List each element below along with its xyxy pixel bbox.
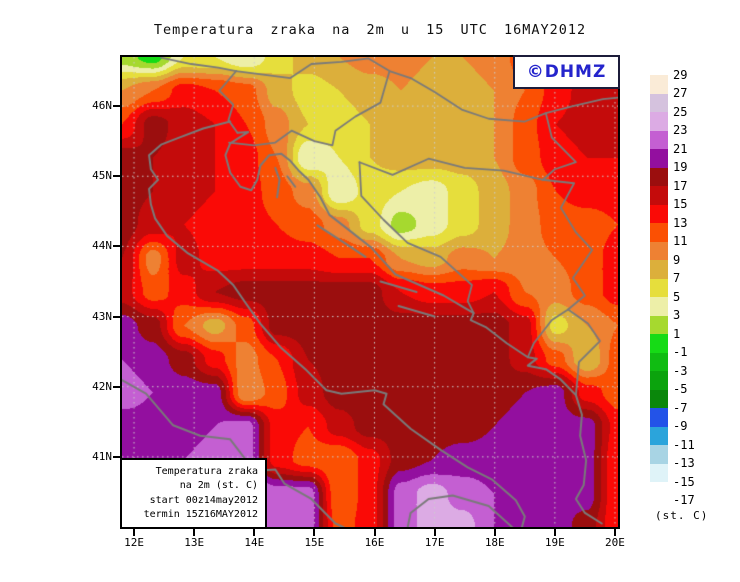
colorbar-tick-label: 11	[673, 234, 688, 248]
colorbar-tick-label: -3	[673, 363, 688, 378]
colorbar-tick-label: -9	[673, 419, 688, 433]
colorbar-tick-label: -1	[673, 345, 688, 359]
colorbar-swatch	[650, 297, 668, 316]
colorbar-tick-label: -13	[673, 456, 695, 470]
lat-tick-mark	[113, 385, 120, 388]
lon-tick-mark	[373, 529, 376, 536]
figure-title: Temperatura zraka na 2m u 15 UTC 16MAY20…	[153, 22, 587, 38]
lon-tick-mark	[553, 529, 556, 536]
temperature-map-canvas	[122, 57, 618, 527]
lon-tick-mark	[133, 529, 136, 536]
lat-tick-label: 46N	[92, 99, 112, 113]
colorbar-swatch	[650, 112, 668, 131]
colorbar-swatch	[650, 371, 668, 390]
colorbar-unit-label: (st. C)	[655, 509, 709, 522]
run-info-line: na 2m (st. C)	[179, 480, 258, 492]
colorbar-tick-label: 29	[673, 67, 688, 82]
lon-tick-label: 12E	[124, 536, 144, 549]
lon-tick-label: 13E	[184, 536, 205, 549]
lat-tick-mark	[113, 455, 120, 458]
colorbar-tick-label: 23	[673, 123, 688, 137]
colorbar-swatch	[650, 93, 668, 112]
run-info-line: Temperatura zraka	[155, 466, 258, 478]
run-info-line: start 00z14may2012	[149, 494, 258, 506]
lat-tick-mark	[113, 315, 120, 318]
lon-tick-label: 14E	[244, 536, 265, 549]
colorbar-swatch	[650, 260, 668, 279]
map-frame: ©DHMZ Temperatura zraka na 2m (st. C) star…	[120, 55, 620, 529]
run-info-box: Temperatura zraka na 2m (st. C) start 00z1…	[120, 458, 267, 529]
colorbar-tick-label: 21	[673, 141, 688, 156]
colorbar-tick-label: 13	[673, 215, 688, 230]
lat-tick-mark	[113, 105, 120, 108]
colorbar-tick-label: -11	[673, 437, 695, 452]
colorbar-swatch	[650, 315, 668, 334]
lat-tick-label: 42N	[92, 379, 112, 393]
colorbar-swatch	[650, 130, 668, 149]
colorbar-tick-label: -15	[673, 474, 695, 489]
lat-tick-label: 43N	[92, 309, 112, 323]
lat-tick-label: 41N	[92, 449, 112, 463]
colorbar-tick-label: 9	[673, 252, 681, 267]
dhmz-copyright-badge: ©DHMZ	[513, 55, 620, 89]
colorbar-tick-label: 5	[673, 289, 681, 304]
colorbar-tick-label: 17	[673, 178, 688, 193]
colorbar-tick-label: 25	[673, 104, 688, 119]
lat-tick-label: 45N	[92, 169, 112, 183]
colorbar-swatch	[650, 463, 668, 482]
colorbar-tick-label: -17	[673, 493, 695, 507]
lon-tick-mark	[193, 529, 196, 536]
lon-tick-mark	[613, 529, 616, 536]
colorbar-swatch	[650, 75, 668, 94]
lat-tick-mark	[113, 245, 120, 248]
lon-tick-label: 16E	[364, 536, 385, 549]
lat-tick-label: 44N	[92, 239, 112, 253]
colorbar-swatch	[650, 445, 668, 464]
lon-tick-label: 15E	[304, 536, 325, 549]
colorbar-swatch	[650, 389, 668, 408]
colorbar-swatch	[650, 352, 668, 371]
colorbar-tick-label: 27	[673, 86, 688, 100]
colorbar-swatch	[650, 167, 668, 186]
lon-tick-label: 17E	[424, 536, 445, 549]
lat-tick-mark	[113, 175, 120, 178]
colorbar-swatch	[650, 426, 668, 445]
colorbar-swatch	[650, 278, 668, 297]
lon-tick-label: 18E	[484, 536, 505, 549]
colorbar-swatch	[650, 186, 668, 205]
colorbar-swatch	[650, 408, 668, 427]
colorbar-swatch	[650, 149, 668, 168]
colorbar-tick-label: 19	[673, 160, 688, 174]
colorbar-swatch	[650, 223, 668, 242]
lon-tick-mark	[433, 529, 436, 536]
colorbar-swatch	[650, 482, 668, 501]
colorbar-tick-label: 1	[673, 326, 681, 341]
lon-tick-label: 19E	[544, 536, 565, 549]
lon-tick-mark	[493, 529, 496, 536]
lon-tick-mark	[313, 529, 316, 536]
run-info-line: termin 15Z16MAY2012	[143, 508, 258, 520]
lon-tick-mark	[253, 529, 256, 536]
colorbar-swatch	[650, 204, 668, 223]
colorbar-tick-label: 15	[673, 197, 688, 211]
colorbar-tick-label: -5	[673, 382, 688, 396]
colorbar-swatch	[650, 241, 668, 260]
colorbar-tick-label: 7	[673, 271, 681, 285]
colorbar-tick-label: -7	[673, 400, 688, 415]
colorbar-tick-label: 3	[673, 308, 681, 322]
colorbar-swatch	[650, 334, 668, 353]
lon-tick-label: 20E	[605, 536, 625, 549]
